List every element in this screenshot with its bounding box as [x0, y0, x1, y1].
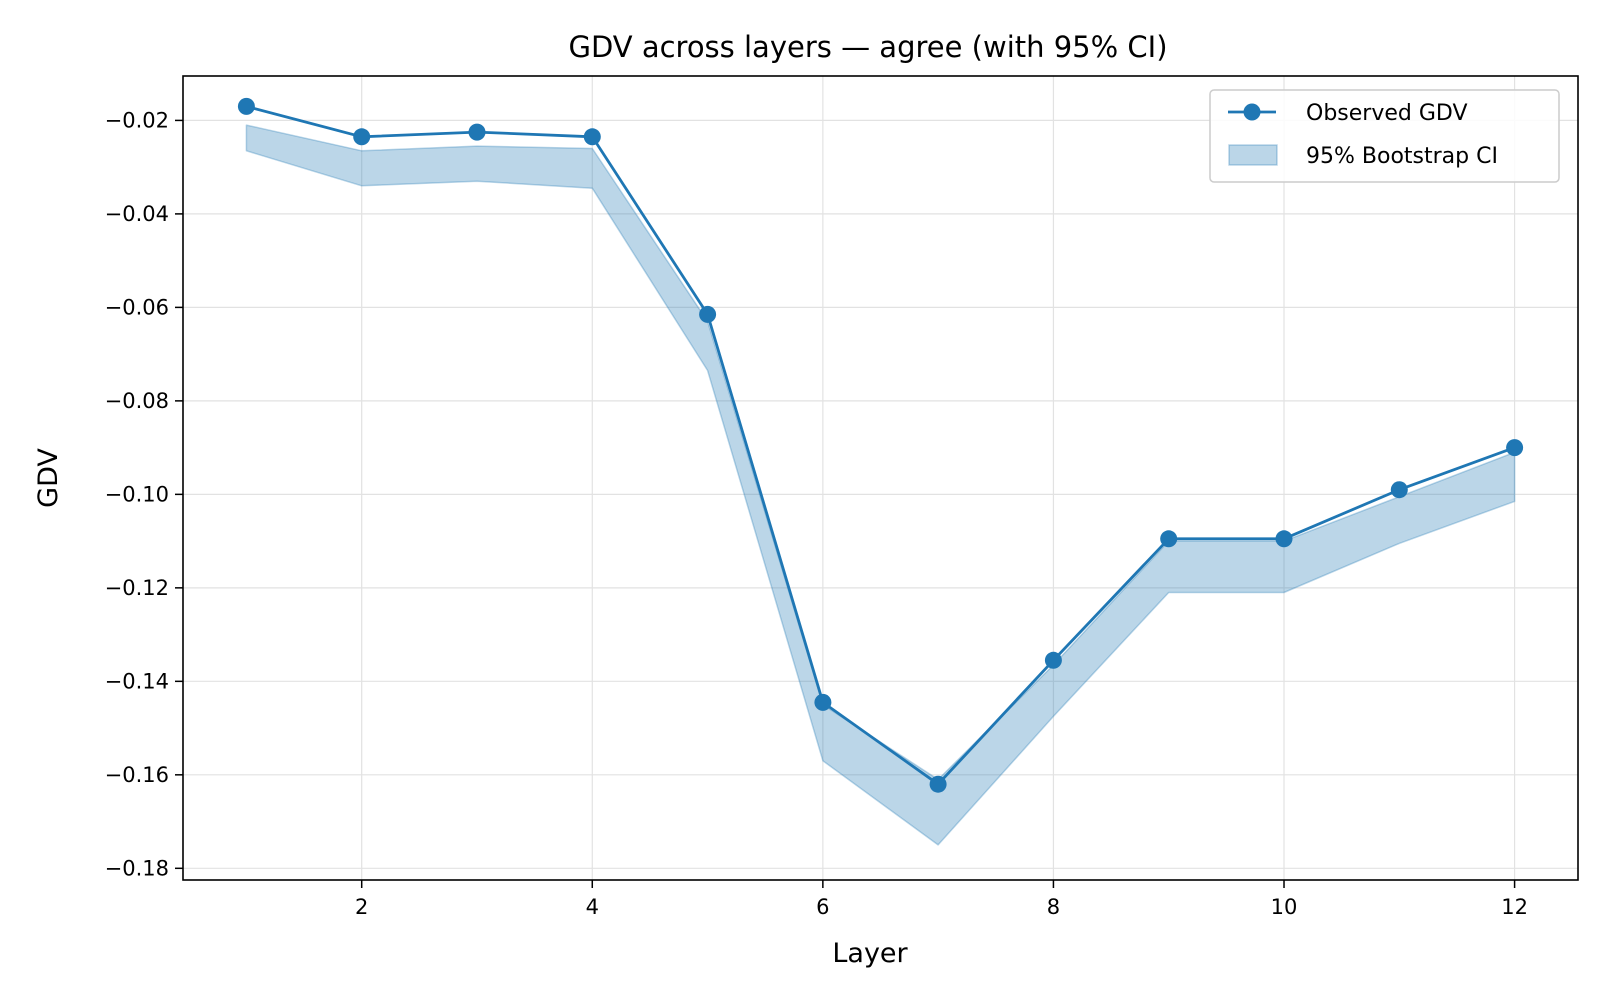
legend-marker-swatch [1243, 103, 1261, 121]
observed-gdv-point [468, 123, 486, 141]
legend-band-swatch [1228, 144, 1278, 166]
observed-gdv-point [929, 775, 947, 793]
legend-label-ci: 95% Bootstrap CI [1306, 144, 1498, 169]
observed-gdv-point [583, 128, 601, 146]
ci-band [245, 124, 1516, 846]
observed-line-group [246, 105, 1516, 786]
x-axis-label: Layer [832, 938, 908, 969]
observed-gdv-point [1390, 481, 1408, 499]
observed-gdv-point [353, 128, 371, 146]
x-tick-label: 6 [816, 895, 829, 919]
x-tick-label: 4 [586, 895, 599, 919]
y-tick-label: −0.16 [105, 763, 169, 787]
x-axis-ticks: 2 4 6 8 10 12 [355, 880, 1528, 919]
observed-gdv-point [237, 97, 255, 115]
y-tick-label: −0.06 [105, 295, 169, 319]
legend-box [1209, 89, 1560, 183]
observed-markers-group [237, 97, 1524, 793]
plot-frame [182, 75, 1579, 881]
y-tick-label: −0.18 [105, 856, 169, 880]
x-tick-label: 10 [1271, 895, 1298, 919]
observed-gdv-point [699, 305, 717, 323]
y-tick-label: −0.04 [105, 202, 169, 226]
legend: Observed GDV 95% Bootstrap CI [1209, 89, 1560, 183]
x-tick-label: 12 [1501, 895, 1528, 919]
x-tick-label: 8 [1047, 895, 1060, 919]
observed-gdv-point [1044, 651, 1062, 669]
observed-gdv-point [1506, 439, 1524, 457]
ci-band-group [245, 124, 1516, 846]
y-tick-label: −0.12 [105, 576, 169, 600]
x-tick-label: 2 [355, 895, 368, 919]
observed-gdv-point [1275, 530, 1293, 548]
y-tick-label: −0.02 [105, 108, 169, 132]
y-tick-label: −0.08 [105, 389, 169, 413]
observed-gdv-line [246, 105, 1516, 786]
y-tick-label: −0.10 [105, 482, 169, 506]
chart-title: GDV across layers — agree (with 95% CI) [568, 30, 1167, 64]
observed-gdv-point [1160, 530, 1178, 548]
y-axis-ticks: −0.02 −0.04 −0.06 −0.08 −0.10 −0.12 −0.14 −0.16… [105, 108, 183, 880]
grid-lines [183, 76, 1578, 880]
observed-gdv-point [814, 693, 832, 711]
legend-label-observed: Observed GDV [1306, 101, 1468, 126]
y-tick-label: −0.14 [105, 669, 169, 693]
y-axis-label: GDV [33, 448, 64, 508]
